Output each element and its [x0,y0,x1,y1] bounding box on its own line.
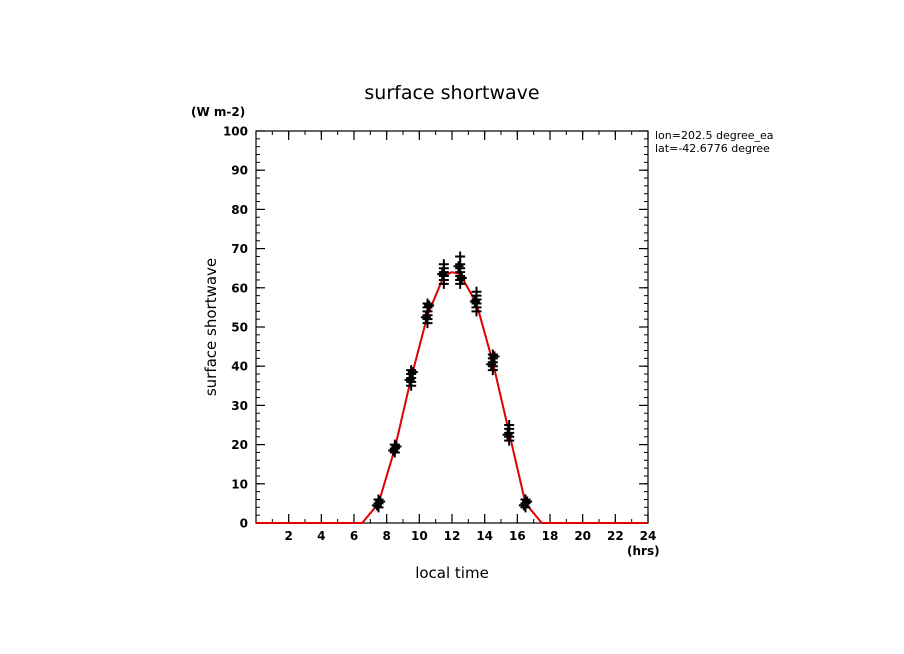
data-point [469,296,480,307]
data-point [404,374,415,385]
data-point [438,259,449,270]
y-tick-label: 100 [223,125,248,139]
x-tick-label: 4 [317,529,325,543]
data-point [407,367,418,378]
y-tick-label: 50 [231,321,248,335]
x-axis-label: local time [415,564,489,582]
y-tick-label: 70 [231,242,248,256]
y-tick-label: 10 [231,477,248,491]
data-point [406,365,417,376]
x-tick-label: 16 [509,529,526,543]
x-tick-label: 18 [542,529,559,543]
data-point [502,429,513,440]
y-units-label: (W m-2) [191,105,245,119]
x-tick-label: 8 [382,529,390,543]
y-axis-label: surface shortwave [202,258,220,396]
y-tick-label: 60 [231,281,248,295]
annotation-lat: lat=-42.6776 degree [655,142,770,155]
minor-ticks [256,131,648,523]
data-point [489,351,500,362]
y-tick-label: 80 [231,203,248,217]
y-tick-label: 90 [231,164,248,178]
y-tick-label: 20 [231,438,248,452]
annotation-lon: lon=202.5 degree_ea [655,129,774,142]
data-point [389,439,400,450]
data-point [487,349,498,360]
data-point [456,273,467,283]
y-tick-label: 0 [240,517,248,531]
data-point [424,300,435,311]
y-tick-label: 40 [231,360,248,374]
x-tick-label: 12 [444,529,461,543]
data-point [504,420,515,430]
x-tick-label: 22 [607,529,624,543]
data-point [455,251,466,262]
data-point [422,298,433,309]
x-tick-label: 6 [350,529,358,543]
series-line [256,271,648,524]
plot-frame [255,130,649,524]
x-tick-label: 24 [640,529,657,543]
data-point [437,269,448,280]
x-tick-label: 2 [284,529,292,543]
data-point [375,496,386,507]
x-tick-label: 14 [476,529,493,543]
y-tick-label: 30 [231,399,248,413]
y-axis: 0 10 20 30 40 50 60 70 80 90 100 [223,125,648,531]
data-point [522,496,533,507]
data-point [420,312,431,323]
x-axis: 2 4 6 8 10 12 14 16 18 20 22 24 [284,131,656,543]
data-point [453,261,464,272]
x-tick-label: 10 [411,529,428,543]
data-point [520,494,531,505]
x-tick-label: 20 [574,529,591,543]
data-point [471,286,482,297]
data-point [486,359,497,370]
chart-title: surface shortwave [364,82,539,104]
data-point [391,441,402,452]
marker-series [371,251,533,513]
data-point [373,494,384,505]
line-series [256,271,648,524]
x-units-label: (hrs) [627,544,660,558]
